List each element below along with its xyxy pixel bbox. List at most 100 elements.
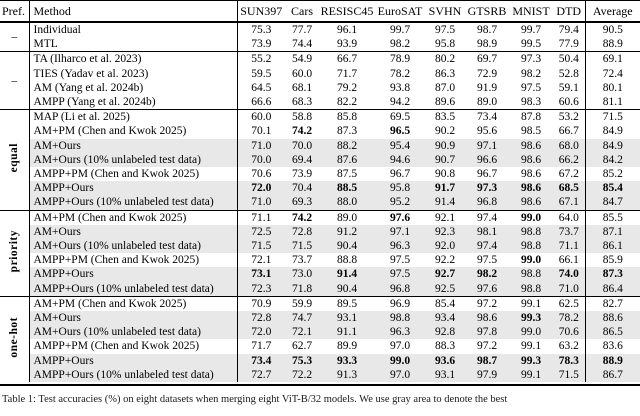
table-row: AM+Ours (10% unlabeled test data) 72.0 72.… <box>0 325 640 340</box>
value-cell: 59.5 <box>251 67 272 80</box>
value-cell: 69.5 <box>375 109 425 125</box>
value-cell: 67.2 <box>558 168 579 181</box>
value-cell: 99.1 <box>520 340 542 353</box>
value-cell: 98.8 <box>375 311 425 326</box>
value-cell: 97.4 <box>465 239 509 254</box>
table-row: AM+Ours (10% unlabeled test data) 70.0 69.… <box>0 152 640 168</box>
value-cell: 52.8 <box>558 67 579 80</box>
method-cell: MTL <box>29 37 238 52</box>
value-cell: 68.0 <box>553 138 585 153</box>
average-cell: 85.5 <box>584 209 640 225</box>
value-cell: 96.9 <box>375 295 425 312</box>
method-cell: AM+Ours <box>29 311 238 326</box>
value-cell: 91.2 <box>319 224 375 240</box>
value-cell: 88.5 <box>319 181 375 196</box>
table-row: AM (Yang et al. 2024b) 64.5 68.1 79.2 93.8 87… <box>0 80 640 96</box>
value-cell: 99.1 <box>509 367 553 383</box>
value-cell: 96.7 <box>476 168 498 181</box>
value-cell: 90.9 <box>425 138 465 153</box>
value-cell: 73.4 <box>465 109 509 125</box>
value-cell: 98.8 <box>509 239 553 254</box>
value-cell: 87.0 <box>434 81 456 94</box>
value-cell: 73.9 <box>251 38 272 51</box>
value-cell: 72.2 <box>285 367 319 383</box>
average-cell: 69.1 <box>584 51 640 67</box>
average-cell: 85.9 <box>584 253 640 268</box>
value-cell: 97.5 <box>425 21 465 38</box>
value-cell: 70.0 <box>285 138 319 153</box>
table-row: AMPP+PM (Chen and Kwok 2025) 71.7 62.7 89.9… <box>0 339 640 354</box>
value-cell: 78.2 <box>553 311 585 326</box>
value-cell: 71.0 <box>237 195 285 211</box>
value-cell: 69.4 <box>285 152 319 168</box>
value-cell: 90.2 <box>434 125 456 138</box>
value-cell: 73.9 <box>291 168 313 181</box>
value-cell: 72.0 <box>237 181 285 196</box>
value-cell: 99.0 <box>509 209 553 225</box>
average-cell: 86.5 <box>584 325 640 340</box>
value-cell: 72.1 <box>285 325 319 340</box>
value-cell: 73.7 <box>553 224 585 240</box>
column-header-cars: Cars <box>285 0 319 23</box>
value-cell: 97.2 <box>465 295 509 312</box>
value-cell: 53.2 <box>553 109 585 125</box>
value-cell: 92.5 <box>425 281 465 297</box>
column-header-mnist: MNIST <box>509 0 553 23</box>
value-cell: 97.8 <box>465 325 509 340</box>
value-cell: 55.2 <box>237 51 285 67</box>
value-cell: 98.7 <box>465 353 509 368</box>
value-cell: 92.2 <box>434 254 456 267</box>
value-cell: 71.5 <box>285 239 319 254</box>
value-cell: 97.5 <box>389 254 411 267</box>
value-cell: 69.3 <box>285 195 319 211</box>
pref-cell-group-2: equal <box>0 109 30 211</box>
value-cell: 98.2 <box>465 267 509 282</box>
pref-cell-group-1: – <box>0 51 30 110</box>
value-cell: 99.0 <box>509 325 553 340</box>
average-cell: 80.1 <box>584 80 640 96</box>
value-cell: 72.9 <box>476 67 498 80</box>
average-cell: 88.6 <box>584 311 640 326</box>
value-cell: 60.0 <box>237 109 285 125</box>
table-row: AMPP+Ours 73.1 73.0 91.4 97.5 92.7 98.2 98.8 74.… <box>0 267 640 282</box>
value-cell: 79.2 <box>336 81 358 94</box>
average-cell: 88.9 <box>584 353 640 368</box>
value-cell: 71.0 <box>553 281 585 297</box>
method-cell: TA (Ilharco et al. 2023) <box>29 51 238 67</box>
value-cell: 71.0 <box>237 138 285 153</box>
value-cell: 70.4 <box>285 181 319 196</box>
column-header-sun397: SUN397 <box>237 0 285 23</box>
value-cell: 93.1 <box>425 367 465 383</box>
value-cell: 90.4 <box>319 239 375 254</box>
value-cell: 98.8 <box>509 224 553 240</box>
value-cell: 89.6 <box>434 96 456 109</box>
value-cell: 98.5 <box>520 125 542 138</box>
value-cell: 96.7 <box>389 168 411 181</box>
average-cell: 85.2 <box>584 167 640 182</box>
value-cell: 93.9 <box>336 38 358 51</box>
pref-label: one-hot <box>8 317 21 358</box>
method-cell: AMPP+PM (Chen and Kwok 2025) <box>29 253 238 268</box>
value-cell: 73.0 <box>285 267 319 282</box>
pref-label: – <box>11 74 18 87</box>
method-cell: TIES (Yadav et al. 2023) <box>29 66 238 81</box>
value-cell: 98.8 <box>509 281 553 297</box>
value-cell: 87.5 <box>336 168 358 181</box>
column-header-resisc45: RESISC45 <box>319 0 375 23</box>
method-cell: AMPP+Ours (10% unlabeled test data) <box>29 367 238 383</box>
table-row: equal MAP (Li et al. 2025) 60.0 58.8 85.8 69.… <box>0 109 640 211</box>
value-cell: 67.1 <box>553 195 585 211</box>
average-cell: 72.4 <box>584 66 640 81</box>
table-row: AM+Ours (10% unlabeled test data) 71.5 71.… <box>0 239 640 254</box>
value-cell: 97.5 <box>476 254 498 267</box>
value-cell: 95.4 <box>375 138 425 153</box>
value-cell: 99.5 <box>520 38 542 51</box>
value-cell: 74.4 <box>291 38 313 51</box>
column-header-method: Method <box>29 0 238 23</box>
value-cell: 59.1 <box>558 81 579 94</box>
value-cell: 62.7 <box>291 340 313 353</box>
method-cell: AM+Ours (10% unlabeled test data) <box>29 239 238 254</box>
value-cell: 58.8 <box>285 109 319 125</box>
value-cell: 93.1 <box>319 311 375 326</box>
value-cell: 90.7 <box>425 152 465 168</box>
